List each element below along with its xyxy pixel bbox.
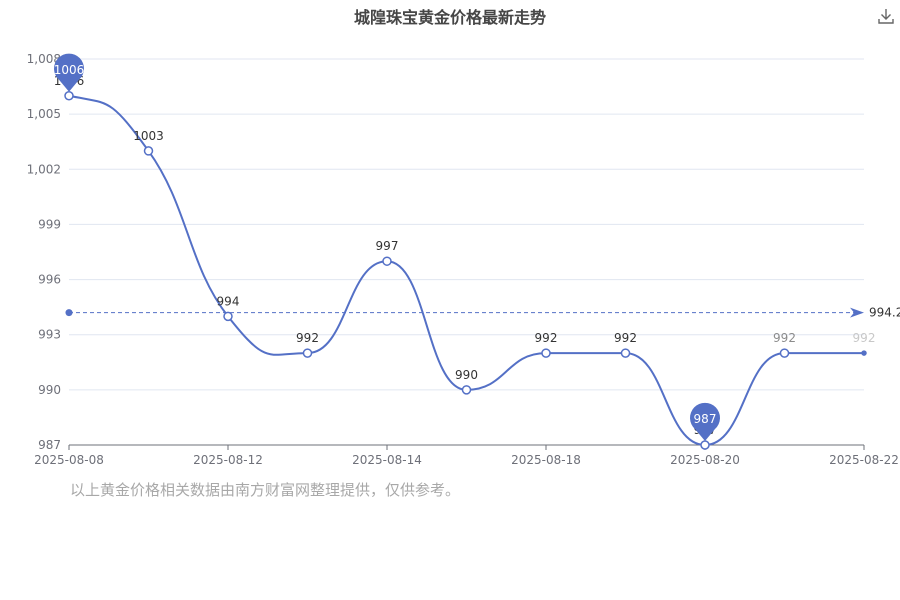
y-tick-label: 990 bbox=[38, 383, 61, 397]
data-label: 1003 bbox=[133, 129, 164, 143]
data-point bbox=[700, 440, 710, 450]
data-label: 992 bbox=[853, 331, 876, 345]
data-point bbox=[620, 348, 631, 358]
y-tick-label: 993 bbox=[38, 328, 61, 342]
data-label: 992 bbox=[773, 331, 796, 345]
axes: 987 990 993 996 999 1,002 1,005 1,008 2025-08-08… bbox=[27, 52, 899, 467]
mark-point-label: 1006 bbox=[54, 63, 85, 77]
x-tick-label: 2025-08-20 bbox=[670, 453, 740, 467]
x-tick-label: 2025-08-14 bbox=[352, 453, 422, 467]
y-tick-label: 1,008 bbox=[27, 52, 61, 66]
data-label: 997 bbox=[376, 239, 399, 253]
mark-point-pin bbox=[54, 53, 85, 92]
data-point bbox=[541, 348, 551, 358]
data-point bbox=[461, 385, 472, 395]
chart-title: 城隍珠宝黄金价格最新走势 bbox=[353, 8, 546, 27]
y-tick-label: 999 bbox=[38, 217, 61, 231]
average-line-label: 994.2 bbox=[869, 306, 900, 320]
data-point bbox=[143, 146, 154, 156]
y-tick-label: 996 bbox=[38, 273, 61, 287]
mark-points: 1006 987 bbox=[54, 53, 720, 441]
x-tick-label: 2025-08-08 bbox=[34, 453, 104, 467]
data-point bbox=[382, 256, 392, 266]
average-line-arrow bbox=[850, 307, 864, 318]
series-line bbox=[64, 91, 867, 450]
average-line: 994.2 bbox=[65, 306, 900, 320]
data-label: 994 bbox=[217, 294, 240, 308]
data-point bbox=[861, 350, 867, 356]
y-tick-label: 1,002 bbox=[27, 162, 61, 176]
data-point bbox=[223, 311, 233, 322]
data-label: 992 bbox=[614, 331, 637, 345]
footnote: 以上黄金价格相关数据由南方财富网整理提供，仅供参考。 bbox=[70, 481, 461, 499]
data-point bbox=[779, 348, 790, 358]
y-tick-label: 1,005 bbox=[27, 107, 61, 121]
data-point bbox=[64, 91, 74, 101]
download-button[interactable] bbox=[876, 6, 896, 26]
x-tick-label: 2025-08-18 bbox=[511, 453, 581, 467]
average-line-start bbox=[65, 309, 73, 317]
mark-point-pin bbox=[690, 402, 720, 441]
x-tick-label: 2025-08-12 bbox=[193, 453, 263, 467]
series-path bbox=[68, 94, 864, 447]
data-label: 992 bbox=[535, 331, 558, 345]
data-label: 990 bbox=[455, 368, 478, 382]
x-tick-label: 2025-08-22 bbox=[829, 453, 899, 467]
download-icon bbox=[878, 9, 894, 24]
grid-lines bbox=[69, 58, 864, 391]
data-point bbox=[302, 348, 313, 358]
mark-point-label: 987 bbox=[694, 412, 717, 426]
data-label: 992 bbox=[296, 331, 319, 345]
data-labels: 10061003994992997990992992987992992 bbox=[54, 74, 876, 437]
y-tick-label: 987 bbox=[38, 438, 61, 452]
